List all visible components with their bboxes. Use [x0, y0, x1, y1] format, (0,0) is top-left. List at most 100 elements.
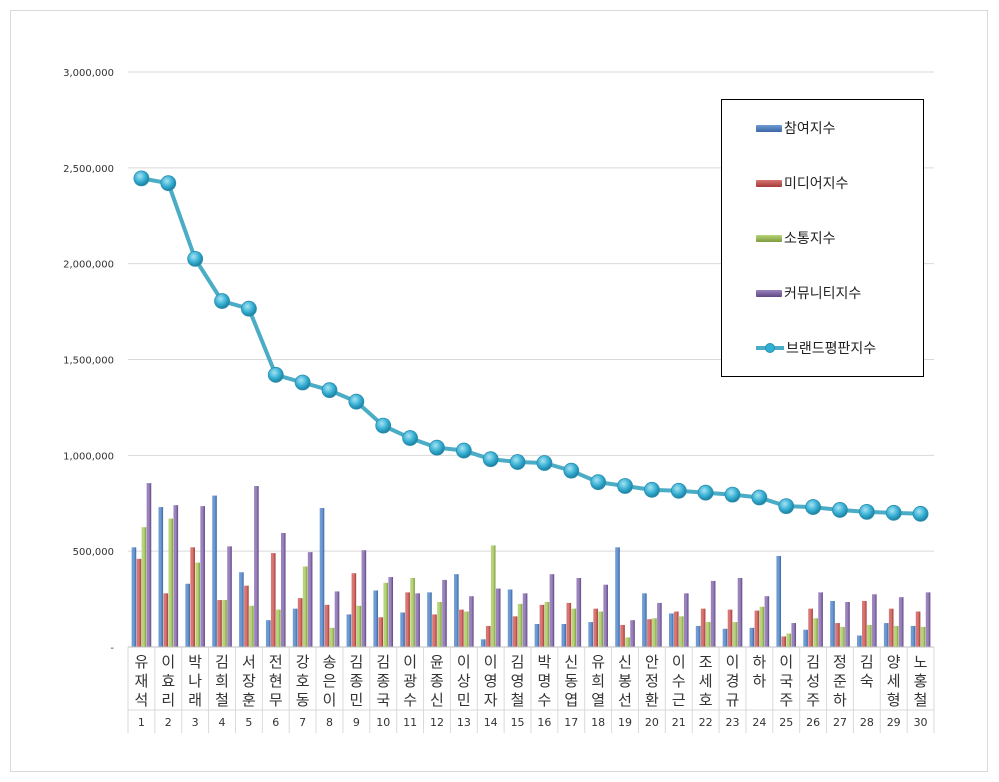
- x-rank-label: 18: [591, 716, 605, 729]
- x-rank-label: 5: [245, 716, 252, 729]
- bar-커뮤니티지수: [522, 593, 528, 647]
- bar-참여지수: [803, 629, 808, 647]
- bar-미디어지수: [835, 623, 840, 647]
- bar-참여지수: [131, 547, 137, 647]
- brand-line-point: [885, 504, 902, 521]
- x-rank-label: 3: [192, 716, 199, 729]
- x-rank-label: 11: [403, 716, 417, 729]
- bar-커뮤니티지수: [549, 574, 555, 647]
- bar-소통지수: [490, 545, 496, 647]
- bar-소통지수: [141, 527, 147, 647]
- bar-커뮤니티지수: [200, 506, 205, 647]
- bar-참여지수: [830, 601, 835, 647]
- brand-line-point: [778, 498, 795, 515]
- bar-참여지수: [454, 574, 459, 647]
- bar-참여지수: [239, 572, 244, 647]
- bar-커뮤니티지수: [334, 591, 340, 647]
- bar-커뮤니티지수: [710, 580, 716, 647]
- legend-swatch-participation: [756, 124, 782, 132]
- bar-커뮤니티지수: [388, 577, 394, 647]
- legend-label-communication: 소통지수: [784, 231, 836, 247]
- bar-미디어지수: [378, 617, 384, 647]
- bar-참여지수: [507, 589, 513, 647]
- bar-미디어지수: [459, 609, 464, 647]
- bar-미디어지수: [405, 592, 410, 647]
- bar-커뮤니티지수: [630, 620, 635, 647]
- bar-소통지수: [893, 625, 899, 647]
- x-rank-label: 23: [726, 716, 740, 729]
- brand-line-point: [482, 451, 499, 468]
- bar-미디어지수: [324, 604, 330, 647]
- brand-line-point: [832, 502, 848, 518]
- x-rank-label: 21: [672, 716, 686, 729]
- brand-line-point: [160, 175, 177, 192]
- brand-line-point: [670, 482, 687, 499]
- brand-line-point: [267, 366, 284, 383]
- bar-미디어지수: [620, 624, 625, 647]
- bar-미디어지수: [647, 619, 652, 647]
- legend-label-media: 미디어지수: [784, 176, 849, 192]
- bar-미디어지수: [512, 616, 518, 647]
- brand-line-point: [214, 293, 230, 309]
- bar-소통지수: [222, 600, 227, 647]
- bar-커뮤니티지수: [307, 552, 313, 647]
- bar-커뮤니티지수: [361, 550, 367, 647]
- bar-커뮤니티지수: [791, 623, 797, 647]
- bar-소통지수: [652, 618, 657, 647]
- legend-item-media: 미디어지수: [756, 173, 848, 193]
- bar-참여지수: [373, 590, 379, 647]
- bar-참여지수: [185, 583, 190, 647]
- bar-소통지수: [302, 566, 308, 647]
- brand-line-point: [724, 486, 741, 503]
- brand-line-point: [617, 478, 633, 494]
- bar-참여지수: [857, 635, 862, 647]
- x-rank-label: 10: [376, 716, 390, 729]
- bar-미디어지수: [593, 608, 598, 647]
- bar-커뮤니티지수: [442, 579, 447, 647]
- brand-line-point: [133, 170, 150, 187]
- x-rank-label: 2: [165, 716, 172, 729]
- bar-미디어지수: [244, 585, 249, 647]
- bar-참여지수: [749, 627, 755, 647]
- brand-line-point: [402, 430, 419, 446]
- bar-소통지수: [571, 608, 577, 647]
- brand-line-point: [348, 393, 365, 410]
- bar-미디어지수: [432, 614, 437, 647]
- x-rank-label: 6: [272, 716, 279, 729]
- brand-line-point: [563, 462, 580, 479]
- bar-미디어지수: [217, 600, 222, 647]
- bar-커뮤니티지수: [925, 592, 931, 647]
- bar-소통지수: [249, 605, 254, 647]
- brand-line-point: [644, 481, 660, 498]
- y-tick-label: -: [110, 643, 114, 654]
- x-rank-label: 14: [484, 716, 498, 729]
- bar-소통지수: [678, 616, 684, 647]
- bar-참여지수: [346, 614, 352, 647]
- bar-참여지수: [910, 625, 916, 647]
- brand-line-point: [321, 382, 338, 399]
- bar-소통지수: [464, 611, 469, 647]
- legend-label-participation: 참여지수: [784, 121, 836, 137]
- bar-커뮤니티지수: [764, 596, 770, 647]
- bar-미디어지수: [270, 553, 276, 647]
- x-rank-label: 28: [860, 716, 874, 729]
- bar-참여지수: [212, 495, 217, 647]
- bar-미디어지수: [190, 547, 195, 647]
- bar-소통지수: [383, 582, 389, 647]
- bar-커뮤니티지수: [683, 593, 689, 647]
